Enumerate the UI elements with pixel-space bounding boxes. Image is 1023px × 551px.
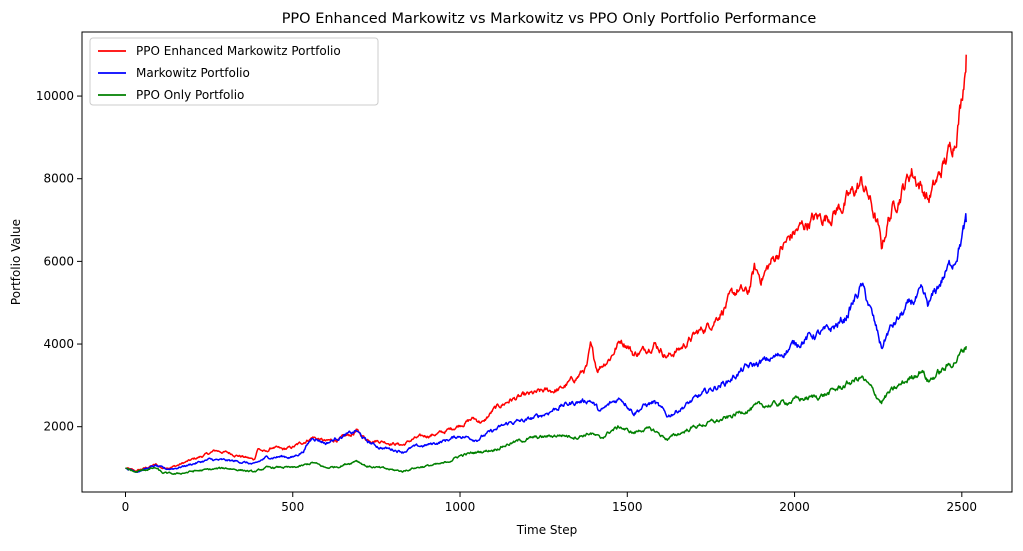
x-tick-label: 500 bbox=[281, 500, 304, 514]
y-tick-label: 6000 bbox=[43, 254, 74, 268]
series-line-2 bbox=[125, 212, 967, 473]
series-line-3 bbox=[125, 346, 967, 475]
legend-label-2: Markowitz Portfolio bbox=[136, 66, 250, 80]
y-axis-label: Portfolio Value bbox=[9, 219, 23, 305]
y-tick-label: 2000 bbox=[43, 420, 74, 434]
plot-frame bbox=[81, 31, 1013, 493]
y-tick-label: 10000 bbox=[36, 89, 74, 103]
series-line-1 bbox=[125, 54, 967, 473]
legend: PPO Enhanced Markowitz Portfolio Markowit… bbox=[89, 37, 379, 106]
chart-title: PPO Enhanced Markowitz vs Markowitz vs P… bbox=[282, 11, 817, 27]
y-tick-label: 8000 bbox=[43, 172, 74, 186]
x-tick-label: 2500 bbox=[947, 500, 978, 514]
x-axis-label: Time Step bbox=[516, 523, 578, 537]
y-tick-label: 4000 bbox=[43, 337, 74, 351]
series-layer bbox=[125, 54, 967, 475]
x-tick-label: 0 bbox=[122, 500, 130, 514]
legend-box bbox=[89, 37, 379, 106]
x-tick-label: 2000 bbox=[779, 500, 810, 514]
x-tick-label: 1000 bbox=[445, 500, 476, 514]
legend-label-1: PPO Enhanced Markowitz Portfolio bbox=[136, 44, 341, 58]
x-tick-label: 1500 bbox=[612, 500, 643, 514]
legend-label-3: PPO Only Portfolio bbox=[136, 88, 244, 102]
ticks-layer: 0 500 1000 1500 2000 2500 2000 4000 6000 8000 1000… bbox=[36, 89, 977, 514]
